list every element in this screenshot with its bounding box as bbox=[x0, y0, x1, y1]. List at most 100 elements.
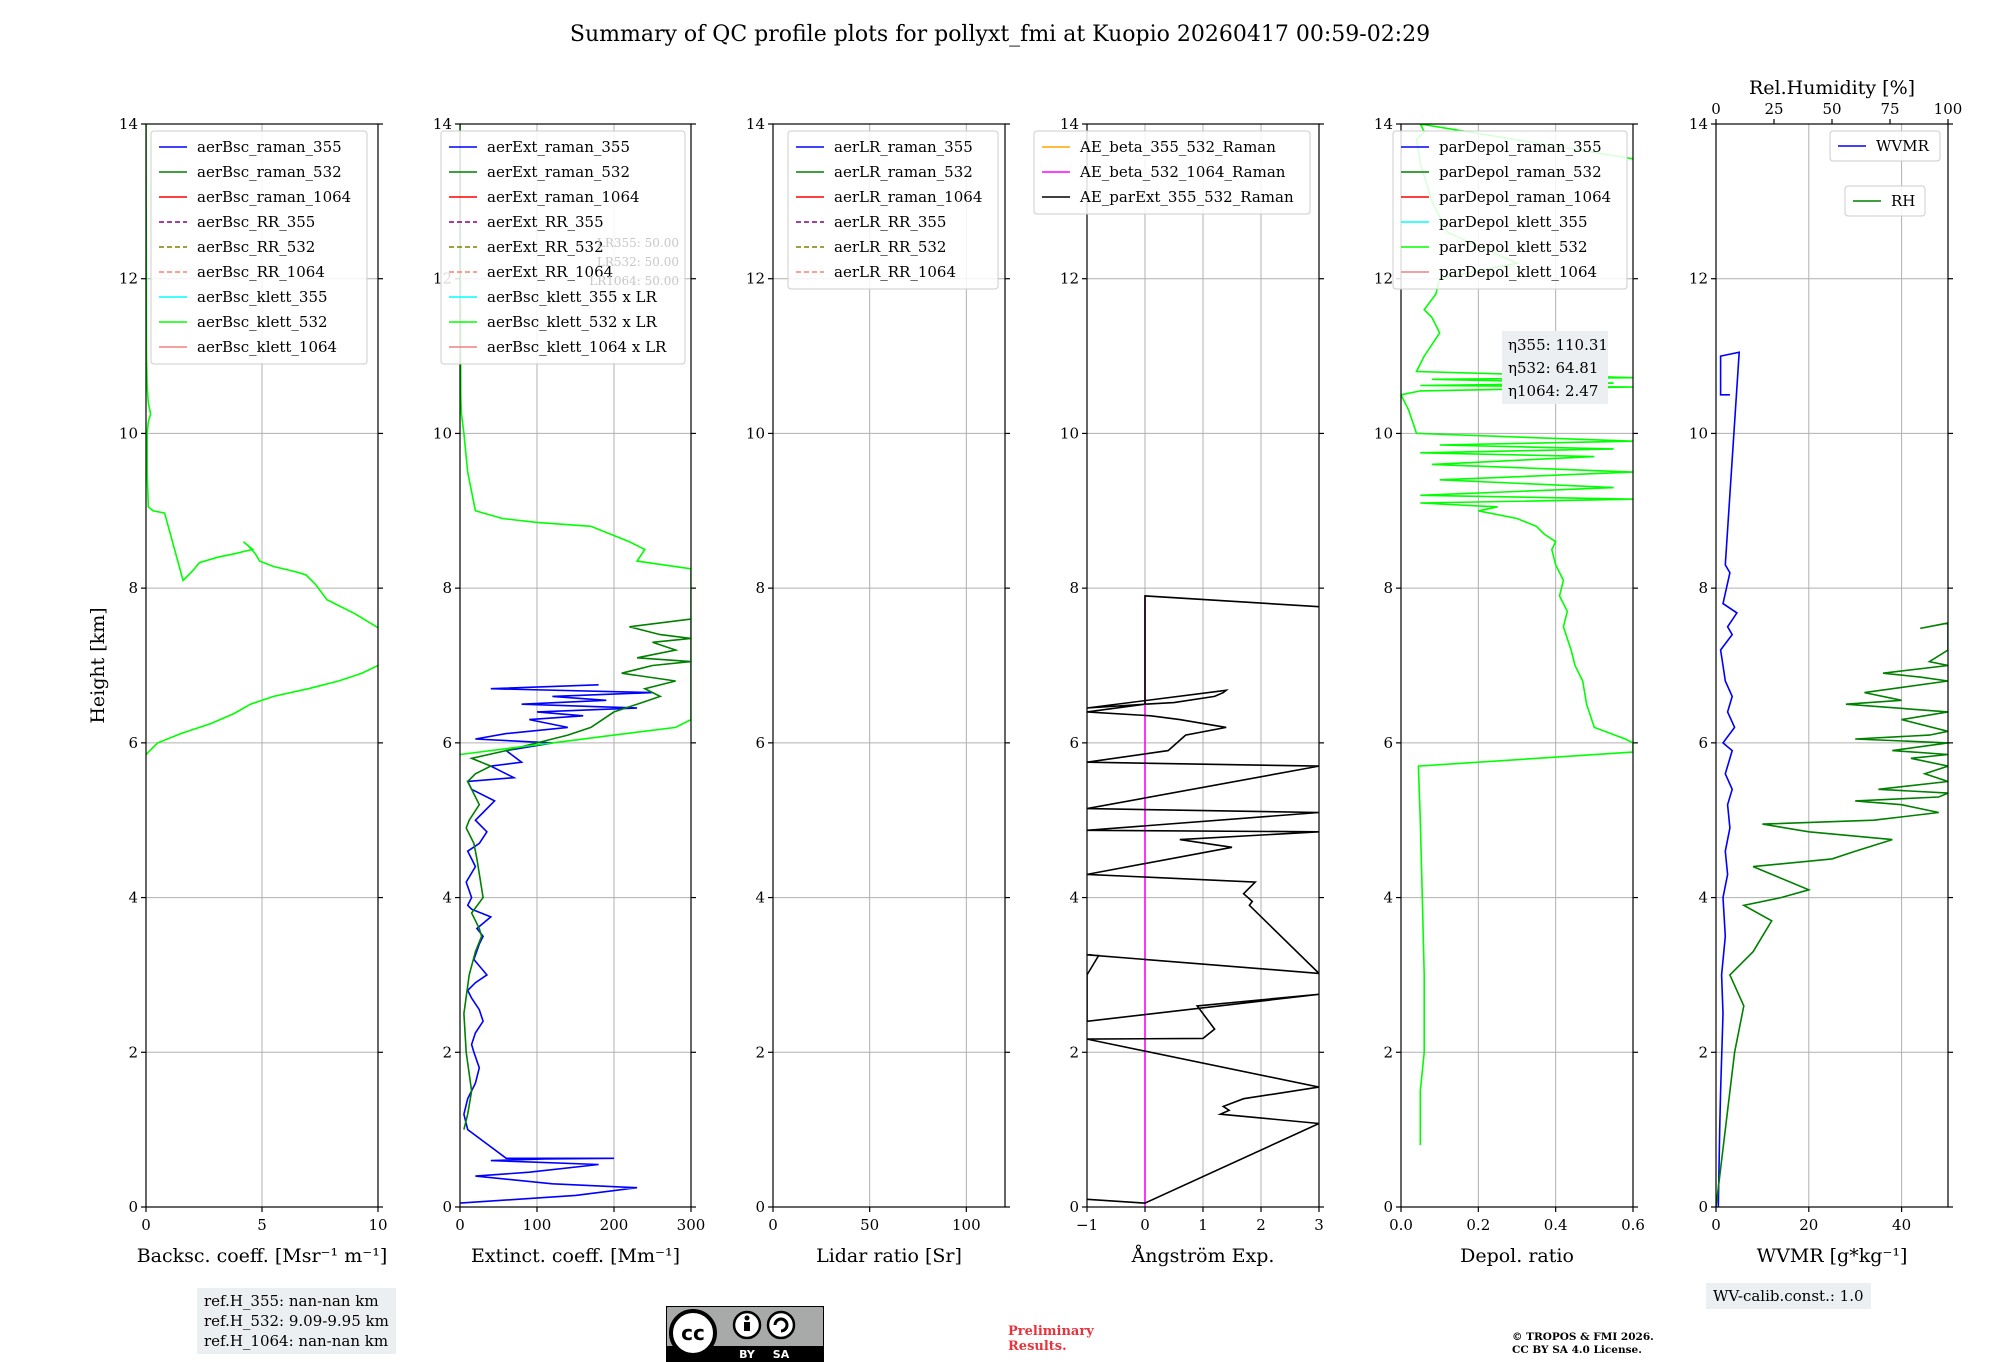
cc-text: cc bbox=[681, 1321, 705, 1345]
legend-label: parDepol_raman_532 bbox=[1439, 163, 1602, 181]
legend-label: aerBsc_RR_1064 bbox=[197, 263, 325, 281]
ytick-label: 0 bbox=[755, 1198, 765, 1216]
cc-sa-text: SA bbox=[773, 1348, 790, 1361]
preliminary-line2: Results. bbox=[1008, 1339, 1067, 1354]
xtick-label: 50 bbox=[860, 1216, 879, 1234]
legend-label: aerBsc_raman_1064 bbox=[197, 188, 351, 206]
legend-label: parDepol_raman_355 bbox=[1439, 138, 1602, 156]
ytick-label: 6 bbox=[1383, 734, 1393, 752]
x2-axis-label: Rel.Humidity [%] bbox=[1749, 77, 1915, 99]
eta-overlay-text: η532: 64.81 bbox=[1508, 359, 1598, 377]
ytick-label: 2 bbox=[1069, 1043, 1079, 1061]
axes-frame bbox=[1715, 123, 1949, 1208]
panel-bsc: 0 2 4 6 8 10 12 14 0 5 10 Backsc. coeff. [Msr⁻¹ m⁻¹… bbox=[87, 115, 388, 1267]
copyright-notice: © TROPOS & FMI 2026. CC BY SA 4.0 Licens… bbox=[1512, 1331, 1654, 1357]
legend-label: aerLR_RR_1064 bbox=[834, 263, 956, 281]
ytick-label: 14 bbox=[1060, 115, 1079, 133]
x-axis-label: WVMR [g*kg⁻¹] bbox=[1757, 1245, 1908, 1267]
legend-label: parDepol_klett_355 bbox=[1439, 213, 1588, 231]
legend-label: aerExt_raman_1064 bbox=[487, 188, 640, 206]
xtick-label: 0.2 bbox=[1466, 1216, 1490, 1234]
ytick-label: 14 bbox=[119, 115, 138, 133]
legend-label: AE_beta_355_532_Raman bbox=[1079, 138, 1276, 156]
axes-frame bbox=[459, 123, 692, 1208]
panel-dep: 0 2 4 6 8 10 12 14 0.0 0.2 0.4 0.6 Depol. ratio parDe… bbox=[1374, 115, 1645, 1267]
legend-label: AE_parExt_355_532_Raman bbox=[1079, 188, 1294, 206]
legend-box: aerBsc_raman_355 aerBsc_raman_532 aerBsc_r… bbox=[150, 130, 368, 365]
xtick-label: 0 bbox=[1711, 1216, 1721, 1234]
legend-frame bbox=[787, 130, 999, 290]
xtick-label: 5 bbox=[257, 1216, 267, 1234]
x-axis-label: Backsc. coeff. [Msr⁻¹ m⁻¹] bbox=[137, 1245, 388, 1267]
xtick-label: 0 bbox=[455, 1216, 465, 1234]
ytick-label: 10 bbox=[119, 424, 138, 442]
ytick-label: 6 bbox=[1698, 734, 1708, 752]
x2tick-label: 0 bbox=[1711, 100, 1721, 118]
xtick-label: 2 bbox=[1256, 1216, 1266, 1234]
ytick-label: 12 bbox=[746, 270, 765, 288]
xtick-label: 0 bbox=[768, 1216, 778, 1234]
ytick-label: 12 bbox=[1689, 270, 1708, 288]
ytick-label: 12 bbox=[119, 270, 138, 288]
legend-frame bbox=[1033, 130, 1311, 215]
legend-label: aerExt_RR_355 bbox=[487, 213, 604, 231]
axes-frame bbox=[1400, 123, 1634, 1208]
legend-label: AE_beta_532_1064_Raman bbox=[1079, 163, 1286, 181]
lidar-ratio-overlay: LR532: 50.00 bbox=[597, 255, 679, 269]
xtick-label: 200 bbox=[600, 1216, 629, 1234]
x2tick-label: 100 bbox=[1934, 100, 1963, 118]
panel-lr: 0 2 4 6 8 10 12 14 0 50 100 Lidar ratio [Sr] aerLR_r… bbox=[746, 115, 1010, 1267]
series-RH bbox=[1716, 622, 1948, 1207]
xtick-label: 3 bbox=[1314, 1216, 1324, 1234]
wv-calibration-info: WV-calib.const.: 1.0 bbox=[1706, 1283, 1871, 1309]
series-AE_parExt_355_532_Raman bbox=[1087, 595, 1319, 1204]
xtick-label: 40 bbox=[1892, 1216, 1911, 1234]
x2tick-label: 25 bbox=[1764, 100, 1783, 118]
legend-label: aerBsc_klett_532 x LR bbox=[487, 313, 658, 331]
ytick-label: 10 bbox=[1689, 424, 1708, 442]
legend-label: RH bbox=[1891, 192, 1915, 210]
legend-label: aerBsc_klett_1064 bbox=[197, 338, 337, 356]
ytick-label: 4 bbox=[1383, 889, 1393, 907]
ytick-label: 2 bbox=[1698, 1043, 1708, 1061]
legend-label: aerLR_raman_1064 bbox=[834, 188, 982, 206]
legend-label: aerExt_raman_532 bbox=[487, 163, 630, 181]
legend-label: aerLR_RR_355 bbox=[834, 213, 946, 231]
series-aerExt_raman_355 bbox=[460, 684, 653, 1204]
copyright-line1: © TROPOS & FMI 2026. bbox=[1512, 1331, 1654, 1343]
ytick-label: 4 bbox=[755, 889, 765, 907]
xtick-label: 0.6 bbox=[1621, 1216, 1645, 1234]
ytick-label: 10 bbox=[1060, 424, 1079, 442]
legend-label: aerLR_RR_532 bbox=[834, 238, 946, 256]
preliminary-notice: Preliminary Results. bbox=[1008, 1324, 1094, 1354]
ytick-label: 10 bbox=[746, 424, 765, 442]
legend-label: aerBsc_klett_1064 x LR bbox=[487, 338, 667, 356]
legend-label: WVMR bbox=[1876, 137, 1930, 155]
series-aerExt_raman_532 bbox=[463, 618, 691, 1130]
cc-by-text: BY bbox=[739, 1348, 756, 1361]
legend-box: RH bbox=[1844, 185, 1926, 217]
ytick-label: 10 bbox=[1374, 424, 1393, 442]
legend-box: aerLR_raman_355 aerLR_raman_532 aerLR_rama… bbox=[787, 130, 999, 290]
xtick-label: 1 bbox=[1198, 1216, 1208, 1234]
xtick-label: 0.4 bbox=[1544, 1216, 1568, 1234]
ytick-label: 2 bbox=[1383, 1043, 1393, 1061]
series-parDepol_klett_532 bbox=[1401, 124, 1633, 1146]
lidar-ratio-overlay: LR355: 50.00 bbox=[597, 236, 679, 250]
axes-frame bbox=[772, 123, 1006, 1208]
ytick-label: 6 bbox=[128, 734, 138, 752]
legend-label: aerExt_RR_532 bbox=[487, 238, 604, 256]
xtick-label: 100 bbox=[952, 1216, 981, 1234]
y-axis-label: Height [km] bbox=[87, 607, 109, 723]
ytick-label: 6 bbox=[755, 734, 765, 752]
ref-height-1064: ref.H_1064: nan-nan km bbox=[204, 1332, 389, 1350]
legend-frame bbox=[1844, 185, 1926, 217]
ytick-label: 8 bbox=[1069, 579, 1079, 597]
ytick-label: 8 bbox=[755, 579, 765, 597]
ytick-label: 12 bbox=[1374, 270, 1393, 288]
ytick-label: 4 bbox=[128, 889, 138, 907]
x2tick-label: 50 bbox=[1822, 100, 1841, 118]
legend-frame bbox=[440, 130, 686, 365]
x-axis-label: Extinct. coeff. [Mm⁻¹] bbox=[471, 1245, 680, 1267]
